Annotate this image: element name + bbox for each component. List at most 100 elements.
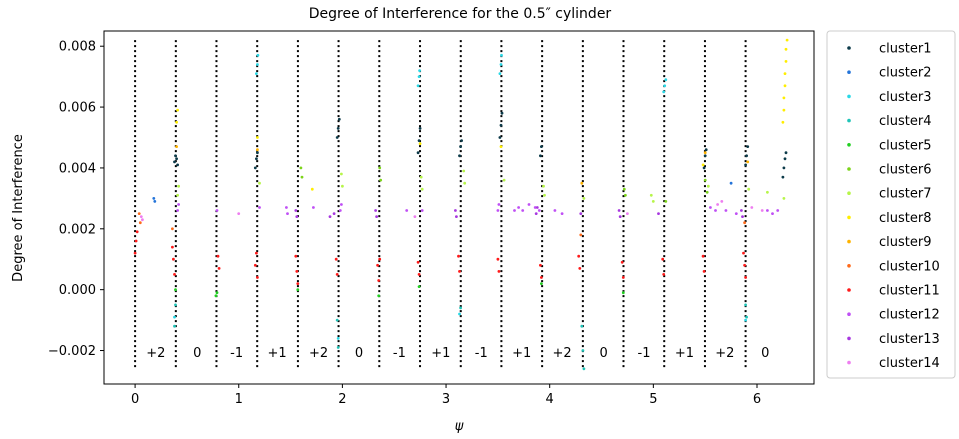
cluster12-point (258, 206, 261, 209)
cluster12-point (513, 209, 516, 212)
cluster7-point (766, 190, 769, 194)
cluster7-point (462, 169, 466, 173)
cluster12-point (709, 206, 712, 209)
cluster7-point (706, 184, 710, 188)
cluster1-point (255, 157, 258, 161)
cluster6-point (703, 178, 707, 182)
cluster11-point (217, 267, 221, 270)
legend-label-cluster5: cluster5 (879, 138, 931, 153)
region-label: -1 (638, 346, 651, 361)
cluster5-point (214, 294, 218, 298)
cluster7-point (341, 184, 344, 188)
cluster14-point (760, 209, 764, 212)
series-cluster13 (294, 206, 744, 219)
cluster1-point (745, 154, 748, 158)
cluster7-point (420, 187, 424, 191)
cluster4-point (459, 306, 462, 310)
legend-label-cluster8: cluster8 (879, 211, 931, 226)
x-tick-label: 4 (546, 392, 554, 407)
x-tick-label: 3 (442, 392, 450, 407)
legend-label-cluster4: cluster4 (879, 114, 931, 129)
cluster1-point (173, 160, 176, 164)
cluster12-point (521, 209, 525, 212)
cluster11-point (171, 245, 174, 249)
cluster10-point (743, 221, 746, 225)
cluster8-point (499, 145, 503, 149)
cluster7-point (502, 178, 506, 182)
cluster14-point (413, 215, 417, 219)
cluster7-point (340, 172, 343, 176)
cluster1-point (704, 148, 708, 152)
cluster11-point (296, 282, 300, 285)
cluster1-point (417, 139, 421, 143)
cluster11-point (377, 279, 381, 282)
y-tick-label: 0.006 (59, 101, 96, 116)
cluster12-point (338, 209, 342, 212)
legend-label-cluster11: cluster11 (879, 284, 940, 299)
cluster1-point (256, 151, 259, 155)
cluster9-point (580, 181, 584, 185)
cluster4-point (581, 349, 585, 352)
cluster4-point (744, 303, 747, 307)
cluster6-point (379, 178, 383, 182)
cluster13-point (534, 212, 538, 216)
cluster1-point (782, 166, 786, 170)
cluster6-point (622, 187, 626, 191)
cluster1-point (337, 117, 341, 121)
cluster11-point (457, 254, 460, 258)
cluster12-point (734, 212, 738, 216)
legend-label-cluster10: cluster10 (879, 259, 940, 274)
cluster11-point (216, 254, 220, 258)
cluster1-point (539, 154, 542, 158)
cluster1-point (253, 166, 257, 170)
cluster7-point (542, 184, 545, 188)
region-label: 0 (761, 346, 769, 361)
cluster1-point (418, 126, 422, 130)
cluster8-point (256, 136, 259, 139)
legend-marker-cluster14 (847, 360, 851, 365)
cluster11-point (173, 273, 176, 276)
cluster11-point (255, 251, 258, 255)
cluster11-point (620, 260, 624, 264)
legend-label-cluster14: cluster14 (879, 356, 940, 371)
cluster9-point (746, 160, 750, 164)
legend-marker-cluster10 (847, 264, 851, 268)
cluster10-point (579, 233, 583, 237)
cluster8-point (781, 120, 785, 124)
cluster11-point (294, 254, 298, 258)
cluster12-point (285, 206, 288, 209)
cluster12-point (420, 209, 424, 212)
legend-label-cluster12: cluster12 (879, 308, 940, 323)
cluster4-point (336, 346, 340, 349)
cluster12-point (527, 203, 531, 206)
cluster4-point (335, 318, 339, 322)
cluster4-point (174, 303, 177, 307)
region-label: 0 (599, 346, 607, 361)
cluster5-point (540, 282, 543, 285)
cluster3-point (173, 315, 176, 319)
cluster11-point (335, 273, 339, 276)
cluster1-point (459, 145, 462, 149)
cluster11-point (378, 257, 382, 261)
cluster1-point (174, 154, 177, 158)
cluster11-point (539, 263, 542, 267)
cluster11-point (742, 251, 745, 255)
cluster14-point (237, 212, 241, 216)
cluster11-point (172, 257, 175, 261)
cluster8-point (785, 38, 789, 42)
cluster13-point (740, 209, 743, 212)
cluster9-point (703, 151, 707, 155)
cluster3-point (417, 75, 421, 78)
cluster2-point (153, 200, 157, 203)
legend-label-cluster13: cluster13 (879, 332, 940, 347)
y-tick-label: 0.000 (59, 283, 96, 298)
cluster11-point (376, 263, 379, 267)
cluster1-point (703, 154, 707, 158)
series-cluster9 (175, 145, 750, 185)
cluster13-point (295, 215, 299, 219)
cluster3-point (662, 90, 666, 94)
cluster12-point (517, 206, 520, 209)
cluster3-point (458, 312, 461, 316)
cluster3-point (744, 318, 747, 322)
